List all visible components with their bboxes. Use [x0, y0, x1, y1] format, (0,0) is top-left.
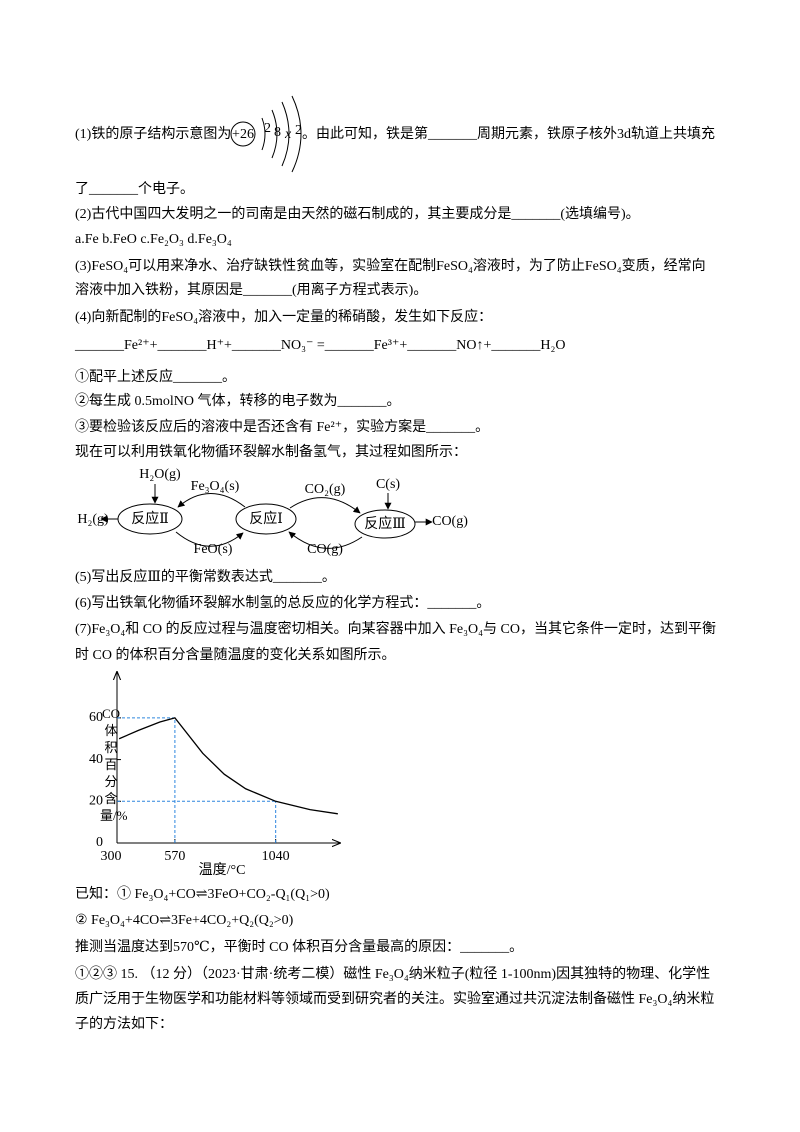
node-label: 反应Ⅱ — [131, 510, 169, 527]
text-line: ②每生成 0.5molNO 气体，转移的电子数为_______。 — [75, 394, 401, 409]
node-shape — [235, 503, 297, 535]
x-tick-label: 1040 — [262, 849, 290, 864]
text-line: (4)向新配制的FeSO₄溶液中，加入一定量的稀硝酸，发生如下反应： — [75, 310, 493, 325]
text-line: (7)Fe₃O₄和 CO 的反应过程与温度密切相关。向某容器中加入 Fe₃O₄与… — [75, 622, 716, 637]
y-tick-label: 60 — [89, 710, 103, 725]
node-label: 反应Ⅰ — [249, 510, 283, 527]
shell-arc — [271, 109, 278, 159]
text-line: ①②③ 15. （12 分）（2023·甘肃·统考二模）磁性 Fe₃O₄纳米粒子… — [75, 967, 711, 982]
text-line: (1)铁的原子结构示意图为 — [75, 127, 232, 142]
shell-arc — [281, 101, 290, 167]
text-line: 。由此可知，铁是第_______周期元素，铁原子核外3d轨道上共填充 — [302, 127, 715, 142]
text-line: 子的方法如下： — [75, 1017, 173, 1032]
node-shape — [354, 509, 416, 539]
cycle-diagram — [100, 484, 433, 549]
text-line: 时 CO 的体积百分含量随温度的变化关系如图所示。 — [75, 648, 396, 663]
text-line: 质广泛用于生物医学和功能材料等领域而受到研究者的关注。实验室通过共沉淀法制备磁性… — [75, 992, 715, 1007]
text-line: (3)FeSO₄可以用来净水、治疗缺铁性贫血等，实验室在配制FeSO₄溶液时，为… — [75, 259, 706, 274]
y-tick-label: 40 — [89, 752, 103, 767]
diagram-label: CO(g) — [432, 514, 468, 529]
shell-electrons: 2 — [264, 121, 271, 136]
shell-electrons: x — [284, 127, 292, 142]
chart: 0 20 40 60 300 570 1040 温度/°C — [89, 672, 340, 878]
text-line: (2)古代中国四大发明之一的司南是由天然的磁石制成的，其主要成分是_______… — [75, 207, 640, 222]
diagram-label: Fe₃O₄(s) — [191, 479, 240, 494]
diagram-label: CO₂(g) — [305, 482, 346, 497]
text-line: ③要检验该反应后的溶液中是否还含有 Fe²⁺，实验方案是_______。 — [75, 420, 490, 435]
arrow — [175, 531, 244, 547]
text-line: a.Fe b.FeO c.Fe₂O₃ d.Fe₃O₄ — [75, 232, 232, 247]
text-line: 现在可以利用铁氧化物循环裂解水制备氢气，其过程如图所示： — [75, 445, 467, 460]
text-line: 了_______个电子。 — [75, 182, 194, 197]
text-line: 推测当温度达到570℃，平衡时 CO 体积百分含量最高的原因：_______。 — [75, 940, 524, 955]
text-line: _______Fe²⁺+_______H⁺+_______NO₃⁻ =_____… — [75, 338, 566, 353]
atom-diagram — [230, 95, 302, 173]
x-tick-label: 570 — [164, 849, 185, 864]
diagram-label: CO(g) — [307, 542, 343, 557]
x-tick-label: 300 — [101, 849, 122, 864]
text-line: (5)写出反应Ⅲ的平衡常数表达式_______。 — [75, 570, 336, 585]
arrow — [288, 531, 363, 549]
shell-arc — [291, 95, 302, 173]
x-axis-label: 温度/°C — [199, 862, 246, 878]
shell-electrons: 8 — [274, 125, 281, 140]
nucleus-label: +26 — [232, 127, 254, 142]
diagram-label: H₂O(g) — [139, 467, 181, 482]
diagram-label: FeO(s) — [194, 542, 233, 557]
nucleus-circle — [230, 121, 256, 147]
diagram-label: H₂(g) — [77, 512, 109, 527]
text-line: ①配平上述反应_______。 — [75, 370, 236, 385]
diagram-label: C(s) — [376, 477, 400, 492]
y-tick-label: 20 — [89, 794, 103, 809]
text-line: (6)写出铁氧化物循环裂解水制氢的总反应的化学方程式：_______。 — [75, 596, 491, 611]
y-axis-label: CO体积百分含量/% — [100, 706, 128, 823]
arrow — [289, 497, 361, 514]
node-label: 反应Ⅲ — [364, 515, 406, 532]
y-tick-label: 0 — [96, 835, 103, 850]
shell-arc — [261, 117, 266, 151]
text-line: 溶液中加入铁粉，其原因是_______(用离子方程式表示)。 — [75, 283, 428, 298]
data-line — [118, 717, 338, 815]
text-line: 已知：① Fe₃O₄+CO⇌3FeO+CO₂-Q₁(Q₁>0) — [75, 887, 330, 902]
shell-electrons: 2 — [295, 123, 302, 138]
text-line: ② Fe₃O₄+4CO⇌3Fe+4CO₂+Q₂(Q₂>0) — [75, 913, 294, 928]
arrow — [177, 493, 246, 508]
